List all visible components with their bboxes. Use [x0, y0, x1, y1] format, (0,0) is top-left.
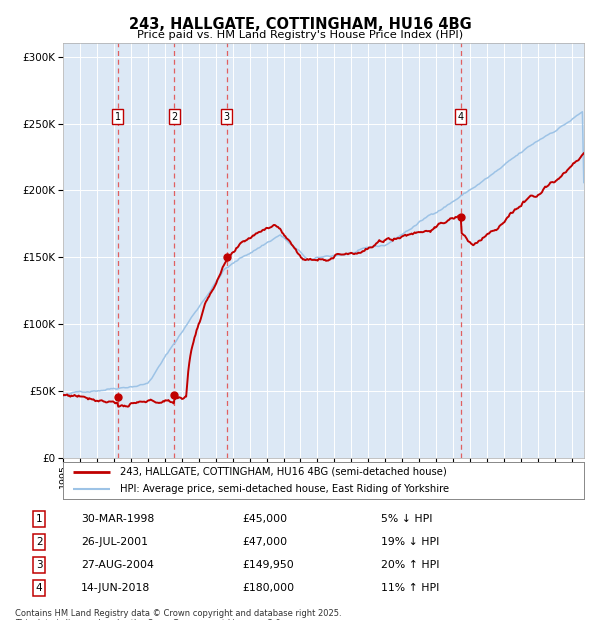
Text: 5% ↓ HPI: 5% ↓ HPI — [380, 514, 432, 524]
Text: 3: 3 — [224, 112, 230, 122]
Text: 2: 2 — [172, 112, 178, 122]
Text: 11% ↑ HPI: 11% ↑ HPI — [380, 583, 439, 593]
Text: Price paid vs. HM Land Registry's House Price Index (HPI): Price paid vs. HM Land Registry's House … — [137, 30, 463, 40]
Text: HPI: Average price, semi-detached house, East Riding of Yorkshire: HPI: Average price, semi-detached house,… — [120, 484, 449, 494]
Text: 243, HALLGATE, COTTINGHAM, HU16 4BG: 243, HALLGATE, COTTINGHAM, HU16 4BG — [128, 17, 472, 32]
Text: £47,000: £47,000 — [242, 537, 287, 547]
Text: 1: 1 — [36, 514, 43, 524]
Text: 2: 2 — [36, 537, 43, 547]
Text: 26-JUL-2001: 26-JUL-2001 — [81, 537, 148, 547]
Text: 243, HALLGATE, COTTINGHAM, HU16 4BG (semi-detached house): 243, HALLGATE, COTTINGHAM, HU16 4BG (sem… — [120, 467, 447, 477]
Text: 19% ↓ HPI: 19% ↓ HPI — [380, 537, 439, 547]
Text: 27-AUG-2004: 27-AUG-2004 — [81, 560, 154, 570]
Text: 4: 4 — [36, 583, 43, 593]
Text: £149,950: £149,950 — [242, 560, 294, 570]
Text: 4: 4 — [458, 112, 464, 122]
Text: 3: 3 — [36, 560, 43, 570]
Text: 1: 1 — [115, 112, 121, 122]
Text: 14-JUN-2018: 14-JUN-2018 — [81, 583, 151, 593]
Text: £180,000: £180,000 — [242, 583, 295, 593]
Text: 30-MAR-1998: 30-MAR-1998 — [81, 514, 154, 524]
Text: 20% ↑ HPI: 20% ↑ HPI — [380, 560, 439, 570]
Text: £45,000: £45,000 — [242, 514, 287, 524]
Text: Contains HM Land Registry data © Crown copyright and database right 2025.
This d: Contains HM Land Registry data © Crown c… — [15, 609, 341, 620]
